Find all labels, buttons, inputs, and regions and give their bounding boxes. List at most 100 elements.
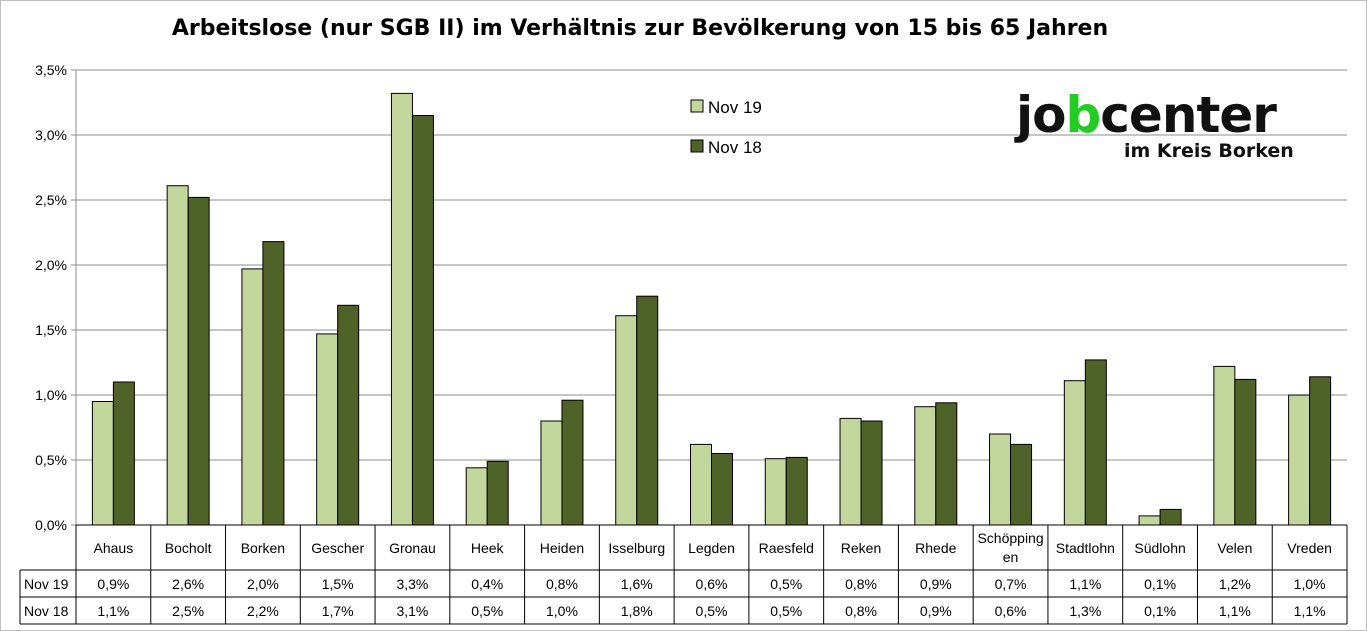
bar-nov18 [561,399,584,526]
table-value: 0,6% [995,603,1027,619]
table-value: 1,7% [322,603,354,619]
category-label: Ahaus [94,540,134,556]
table-value: 0,1% [1144,603,1176,619]
table-value: 0,6% [696,576,728,592]
table-value: 1,1% [97,603,129,619]
category-label: Südlohn [1134,540,1185,556]
table-value: 3,3% [396,576,428,592]
table-value: 0,5% [770,576,802,592]
table-value: 0,1% [1144,576,1176,592]
bar-nov18 [711,453,733,526]
bar-nov18 [785,456,808,526]
category-label: Raesfeld [759,540,814,556]
table-series-name: Nov 19 [24,576,69,592]
bar-nov18 [411,115,434,526]
bar-nov19 [764,458,787,526]
bar-nov18 [337,304,360,526]
bar-nov18 [1159,508,1182,526]
category-label: Gescher [311,540,364,556]
table-value: 1,1% [1294,603,1326,619]
table-value: 0,8% [845,603,877,619]
table-value: 0,5% [770,603,802,619]
legend-swatch [690,99,704,113]
bar-nov18 [187,196,210,526]
table-value: 1,8% [621,603,653,619]
bar-nov19 [1138,515,1161,526]
bar-nov18 [1084,359,1107,526]
bar-nov19 [615,315,638,526]
bar-nov19 [465,467,488,526]
table-value: 3,1% [396,603,428,619]
table-series-name: Nov 18 [24,603,69,619]
bar-nov19 [390,92,413,526]
legend-label: Nov 18 [708,138,762,157]
jobcenter-logo: jobcenter im Kreis Borken [1010,86,1330,168]
table-value: 0,9% [97,576,129,592]
category-label: Schöpping en [977,530,1043,565]
y-tick-label: 1,0% [35,387,67,403]
bar-nov18 [262,241,285,526]
bar-nov19 [241,268,264,526]
table-value: 1,0% [546,603,578,619]
table-value: 0,8% [546,576,578,592]
bar-nov18 [636,295,659,526]
bar-nov18 [1010,443,1033,526]
bar-nov19 [166,185,189,526]
bar-nov19 [690,443,712,526]
table-value: 1,1% [1069,576,1101,592]
table-value: 2,2% [247,603,279,619]
bar-nov19 [540,420,563,526]
y-tick-label: 1,5% [35,322,67,338]
table-value: 0,7% [995,576,1027,592]
chart-title: Arbeitslose (nur SGB II) im Verhältnis z… [171,16,1109,41]
legend-label: Nov 19 [708,98,762,117]
table-value: 1,3% [1069,603,1101,619]
category-label: Legden [688,540,735,556]
bar-nov18 [486,460,509,526]
bar-nov19 [1288,394,1311,526]
table-value: 0,4% [471,576,503,592]
bar-nov19 [914,406,937,526]
y-tick-label: 0,5% [35,452,67,468]
table-value: 0,9% [920,603,952,619]
table-value: 1,5% [322,576,354,592]
category-label: Stadtlohn [1056,540,1115,556]
bar-nov18 [860,420,883,526]
table-value: 1,6% [621,576,653,592]
category-label: Rhede [915,540,956,556]
table-value: 1,1% [1219,603,1251,619]
table-value: 0,5% [471,603,503,619]
bar-nov18 [112,381,135,526]
category-label: Vreden [1287,540,1332,556]
bar-nov19 [316,333,339,526]
category-label: Bocholt [165,540,212,556]
table-value: 2,0% [247,576,279,592]
y-tick-label: 3,5% [35,62,67,78]
y-tick-label: 3,0% [35,127,67,143]
y-tick-label: 0,0% [35,517,67,533]
bar-nov19 [839,417,862,526]
category-label: Gronau [389,540,436,556]
category-label: Heek [471,540,505,556]
bar-nov18 [1309,376,1332,526]
category-label: Isselburg [608,540,665,556]
table-value: 0,5% [696,603,728,619]
logo-subtitle: im Kreis Borken [1124,140,1294,162]
table-value: 1,2% [1219,576,1251,592]
table-value: 2,6% [172,576,204,592]
category-label: Borken [241,540,285,556]
bar-nov19 [1213,365,1236,526]
bar-nov18 [1234,378,1257,526]
table-value: 0,9% [920,576,952,592]
bar-nov19 [989,433,1012,526]
legend-swatch [690,139,704,153]
y-tick-label: 2,5% [35,192,67,208]
bar-nov18 [935,402,958,526]
logo-wordmark: jobcenter [1016,86,1277,144]
y-tick-label: 2,0% [35,257,67,273]
category-label: Reken [841,540,881,556]
table-value: 2,5% [172,603,204,619]
table-value: 1,0% [1294,576,1326,592]
category-label: Heiden [540,540,584,556]
